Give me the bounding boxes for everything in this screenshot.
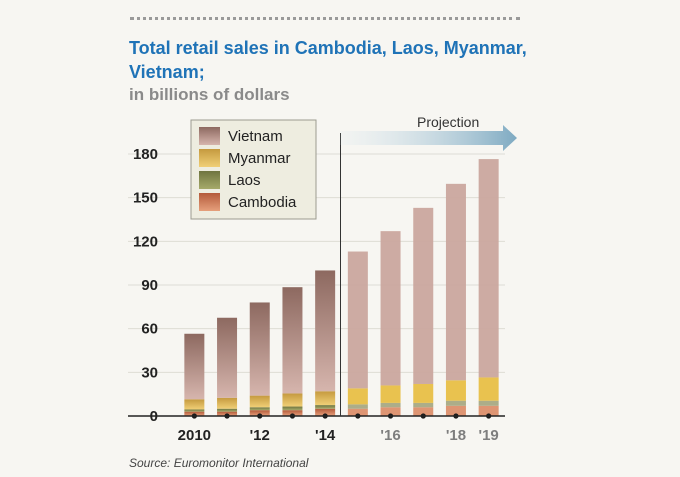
bar-vietnam-2017 xyxy=(413,207,434,384)
bar-laos-2017 xyxy=(413,402,434,408)
bar-laos-2019 xyxy=(478,400,499,406)
dotted-rule xyxy=(130,17,520,20)
chart-title: Total retail sales in Cambodia, Laos, My… xyxy=(129,38,527,82)
y-tick-label: 90 xyxy=(141,277,158,294)
bar-cambodia-2017 xyxy=(413,407,434,416)
bar-cambodia-2018 xyxy=(445,405,466,416)
projection-arrow-icon xyxy=(340,125,517,151)
source-note: Source: Euromonitor International xyxy=(129,456,309,470)
legend-swatch-cambodia xyxy=(199,193,220,211)
bar-myanmar-2019 xyxy=(478,377,499,401)
legend-swatch-laos xyxy=(199,171,220,189)
bar-myanmar-2014 xyxy=(315,391,336,406)
chart-subtitle: in billions of dollars xyxy=(129,85,290,104)
bar-myanmar-2018 xyxy=(445,380,466,401)
bar-myanmar-2011 xyxy=(217,397,238,409)
bar-laos-2016 xyxy=(380,402,401,408)
legend-swatch-myanmar xyxy=(199,149,220,167)
bar-myanmar-2017 xyxy=(413,383,434,403)
bar-cambodia-2019 xyxy=(478,405,499,416)
y-tick-label: 180 xyxy=(133,146,158,163)
legend-label-laos: Laos xyxy=(228,172,261,189)
legend-swatch-vietnam xyxy=(199,127,220,145)
bar-vietnam-2011 xyxy=(217,317,238,398)
bar-laos-2012 xyxy=(249,407,270,411)
bar-cambodia-2012 xyxy=(249,410,270,416)
bar-laos-2013 xyxy=(282,406,303,411)
bar-laos-2015 xyxy=(347,404,368,409)
bar-laos-2018 xyxy=(445,400,466,406)
legend-label-cambodia: Cambodia xyxy=(228,194,297,211)
bar-laos-2010 xyxy=(184,409,205,412)
x-tick-label: '19 xyxy=(479,427,499,444)
axes: 03060901201501802010'12'14'16'18'19 xyxy=(128,146,505,444)
x-tick-label: '14 xyxy=(315,427,336,444)
legend: Vietnam Myanmar Laos Cambodia xyxy=(190,119,317,220)
y-tick-label: 120 xyxy=(133,233,158,250)
bar-vietnam-2019 xyxy=(478,159,499,378)
bar-cambodia-2016 xyxy=(380,407,401,416)
x-tick-label: '12 xyxy=(250,427,270,444)
bar-laos-2014 xyxy=(315,405,336,409)
bar-vietnam-2012 xyxy=(249,302,270,396)
bar-myanmar-2010 xyxy=(184,399,205,410)
bar-cambodia-2014 xyxy=(315,408,336,416)
projection-label: Projection xyxy=(417,114,479,130)
bar-vietnam-2013 xyxy=(282,287,303,394)
bar-cambodia-2013 xyxy=(282,410,303,416)
y-tick-label: 30 xyxy=(141,364,158,381)
legend-label-myanmar: Myanmar xyxy=(228,150,291,167)
bar-vietnam-2010 xyxy=(184,333,205,400)
bars xyxy=(184,159,499,419)
x-tick-label: '18 xyxy=(446,427,466,444)
y-tick-label: 150 xyxy=(133,190,158,207)
legend-label-vietnam: Vietnam xyxy=(228,128,283,145)
x-tick-label: 2010 xyxy=(178,427,211,444)
bar-vietnam-2016 xyxy=(380,231,401,386)
bar-myanmar-2012 xyxy=(249,395,270,408)
bar-myanmar-2016 xyxy=(380,385,401,403)
bar-myanmar-2013 xyxy=(282,393,303,407)
y-tick-label: 60 xyxy=(141,321,158,338)
bar-laos-2011 xyxy=(217,408,238,412)
bar-vietnam-2015 xyxy=(347,251,368,389)
bar-vietnam-2018 xyxy=(445,183,466,381)
x-tick-label: '16 xyxy=(380,427,400,444)
bar-vietnam-2014 xyxy=(315,270,336,392)
bar-myanmar-2015 xyxy=(347,388,368,405)
bar-cambodia-2015 xyxy=(347,408,368,416)
projection-marker: Projection xyxy=(340,114,517,416)
